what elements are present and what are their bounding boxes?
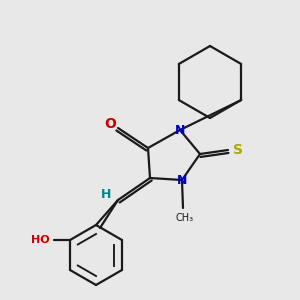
Text: O: O [104,117,116,131]
Text: N: N [177,173,187,187]
Text: H: H [101,188,111,200]
Text: HO: HO [31,235,49,245]
Text: S: S [233,143,243,157]
Text: CH₃: CH₃ [176,213,194,223]
Text: N: N [175,124,185,136]
